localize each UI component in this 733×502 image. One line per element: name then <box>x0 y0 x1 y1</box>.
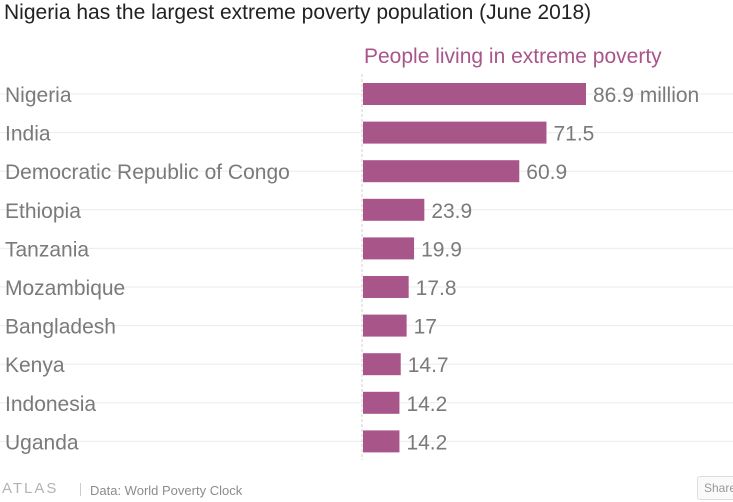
category-label: Kenya <box>5 354 65 377</box>
series-header: People living in extreme poverty <box>364 45 662 68</box>
value-label: 86.9 million <box>593 84 699 107</box>
bar <box>363 391 400 414</box>
value-label: 71.5 <box>553 123 594 146</box>
footer-divider <box>80 483 81 496</box>
value-label: 17.8 <box>416 277 457 300</box>
bar <box>363 276 409 298</box>
bar <box>363 198 425 221</box>
category-label: Nigeria <box>5 84 72 107</box>
category-label: Democratic Republic of Congo <box>5 161 290 184</box>
category-label: Tanzania <box>5 238 89 261</box>
bar <box>363 430 400 453</box>
bar <box>363 83 586 105</box>
bar <box>363 121 547 144</box>
value-label: 19.9 <box>421 238 462 261</box>
category-label: Indonesia <box>5 393 96 416</box>
value-label: 14.2 <box>406 431 447 454</box>
category-label: Ethiopia <box>5 200 81 223</box>
bar <box>363 237 415 260</box>
source-note: Data: World Poverty Clock <box>90 483 243 498</box>
value-label: 23.9 <box>431 200 472 223</box>
category-label: Mozambique <box>5 277 125 300</box>
share-button[interactable]: Share <box>697 476 733 500</box>
value-label: 60.9 <box>526 161 567 184</box>
value-label: 14.7 <box>408 354 449 377</box>
footer: ATLAS Data: World Poverty Clock Share <box>0 476 733 502</box>
category-label: Bangladesh <box>5 316 116 339</box>
atlas-logo[interactable]: ATLAS <box>2 480 59 497</box>
bar <box>363 353 401 376</box>
value-label: 17 <box>414 316 437 339</box>
value-label: 14.2 <box>406 393 447 416</box>
category-label: India <box>5 123 51 146</box>
chart-title: Nigeria has the largest extreme poverty … <box>4 1 592 24</box>
bar-chart: People living in extreme poverty Nigeria 8… <box>0 45 733 460</box>
bar <box>363 314 407 337</box>
category-label: Uganda <box>5 431 79 454</box>
bar <box>363 160 520 183</box>
